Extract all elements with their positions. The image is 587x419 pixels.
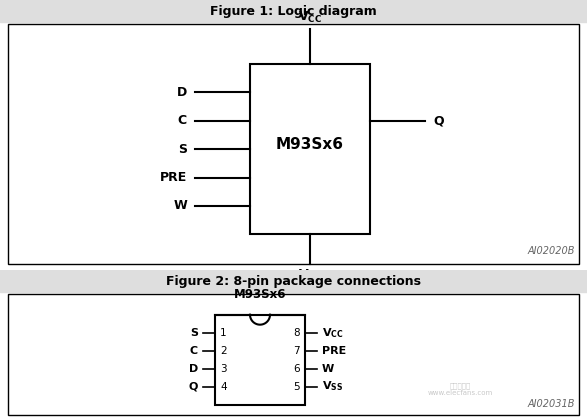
Text: 2: 2 — [220, 346, 227, 356]
Text: V$_{\mathregular{SS}}$: V$_{\mathregular{SS}}$ — [298, 268, 322, 283]
Text: PRE: PRE — [160, 171, 187, 184]
Bar — [8, 294, 579, 415]
Bar — [8, 24, 579, 264]
Text: C: C — [178, 114, 187, 127]
Text: Q: Q — [433, 114, 444, 127]
Text: Figure 1: Logic diagram: Figure 1: Logic diagram — [210, 5, 377, 18]
Text: 5: 5 — [294, 382, 300, 392]
Text: AI02020B: AI02020B — [528, 246, 575, 256]
Text: M93Sx6: M93Sx6 — [276, 137, 344, 152]
Text: C: C — [190, 346, 198, 356]
Text: 4: 4 — [220, 382, 227, 392]
Text: V$_{\mathregular{CC}}$: V$_{\mathregular{CC}}$ — [322, 326, 343, 339]
Bar — [215, 315, 305, 404]
Text: W: W — [322, 364, 334, 374]
Text: V$_{\mathregular{CC}}$: V$_{\mathregular{CC}}$ — [298, 10, 322, 25]
Text: 电子发烧友
www.elecfans.com: 电子发烧友 www.elecfans.com — [427, 382, 492, 396]
Text: 1: 1 — [220, 328, 227, 338]
Text: V$_{\mathregular{SS}}$: V$_{\mathregular{SS}}$ — [322, 380, 343, 393]
Text: M93Sx6: M93Sx6 — [234, 288, 286, 301]
Text: S: S — [178, 142, 187, 155]
Text: Q: Q — [188, 382, 198, 392]
Text: D: D — [189, 364, 198, 374]
Text: S: S — [190, 328, 198, 338]
Text: W: W — [173, 199, 187, 212]
Text: 3: 3 — [220, 364, 227, 374]
Text: D: D — [177, 86, 187, 99]
Text: 8: 8 — [294, 328, 300, 338]
Text: 6: 6 — [294, 364, 300, 374]
Text: PRE: PRE — [322, 346, 346, 356]
Text: AI02031B: AI02031B — [528, 399, 575, 409]
Bar — [250, 64, 370, 234]
Text: 7: 7 — [294, 346, 300, 356]
Text: Figure 2: 8-pin package connections: Figure 2: 8-pin package connections — [166, 275, 421, 288]
